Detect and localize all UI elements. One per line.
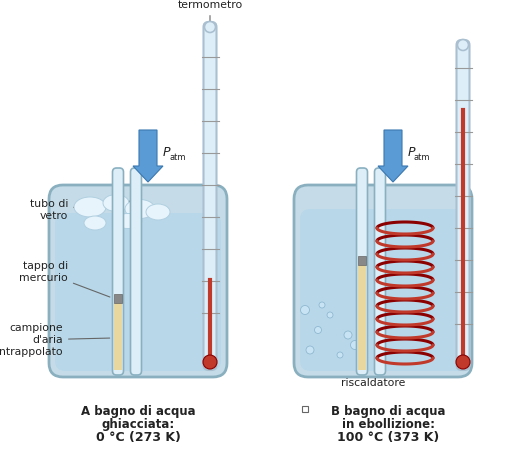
Bar [114,294,122,303]
FancyBboxPatch shape [112,168,123,375]
Text: tubo di
vetro: tubo di vetro [30,199,139,221]
FancyBboxPatch shape [356,168,367,375]
FancyBboxPatch shape [204,22,217,370]
FancyBboxPatch shape [49,185,227,377]
Ellipse shape [103,194,129,211]
Bar [358,265,366,370]
Ellipse shape [74,197,106,217]
Circle shape [300,305,309,314]
Circle shape [203,355,217,369]
Circle shape [356,316,364,323]
Circle shape [327,312,333,318]
Text: ghiacciata:: ghiacciata: [102,418,175,431]
FancyBboxPatch shape [456,40,469,370]
FancyArrow shape [378,130,408,182]
Bar [358,256,366,265]
Ellipse shape [125,200,155,219]
Text: $P$: $P$ [407,146,416,160]
Circle shape [306,346,314,354]
Circle shape [205,21,215,32]
Circle shape [457,39,468,50]
Text: $P$: $P$ [162,146,171,160]
Text: riscaldatore: riscaldatore [341,378,405,388]
Text: tappo di
mercurio: tappo di mercurio [19,261,110,297]
FancyBboxPatch shape [55,213,221,371]
Circle shape [314,326,322,333]
Text: 0 °C (273 K): 0 °C (273 K) [95,431,180,444]
Text: atm: atm [169,152,185,162]
FancyBboxPatch shape [131,168,141,375]
FancyBboxPatch shape [294,185,472,377]
FancyBboxPatch shape [375,168,385,375]
Ellipse shape [84,216,106,230]
Circle shape [351,341,359,350]
Circle shape [456,355,470,369]
Circle shape [319,302,325,308]
Text: B bagno di acqua: B bagno di acqua [331,405,445,418]
Text: termometro: termometro [177,0,242,21]
Text: A bagno di acqua: A bagno di acqua [81,405,195,418]
Ellipse shape [114,213,142,228]
Ellipse shape [146,204,170,220]
FancyArrow shape [133,130,163,182]
Bar [302,406,308,412]
Circle shape [344,331,352,339]
Text: atm: atm [414,152,430,162]
FancyBboxPatch shape [300,209,466,371]
Text: 100 °C (373 K): 100 °C (373 K) [337,431,439,444]
Circle shape [337,352,343,358]
Bar [114,303,122,370]
Text: campione
d'aria
intrappolato: campione d'aria intrappolato [0,323,110,357]
Text: in ebollizione:: in ebollizione: [341,418,435,431]
